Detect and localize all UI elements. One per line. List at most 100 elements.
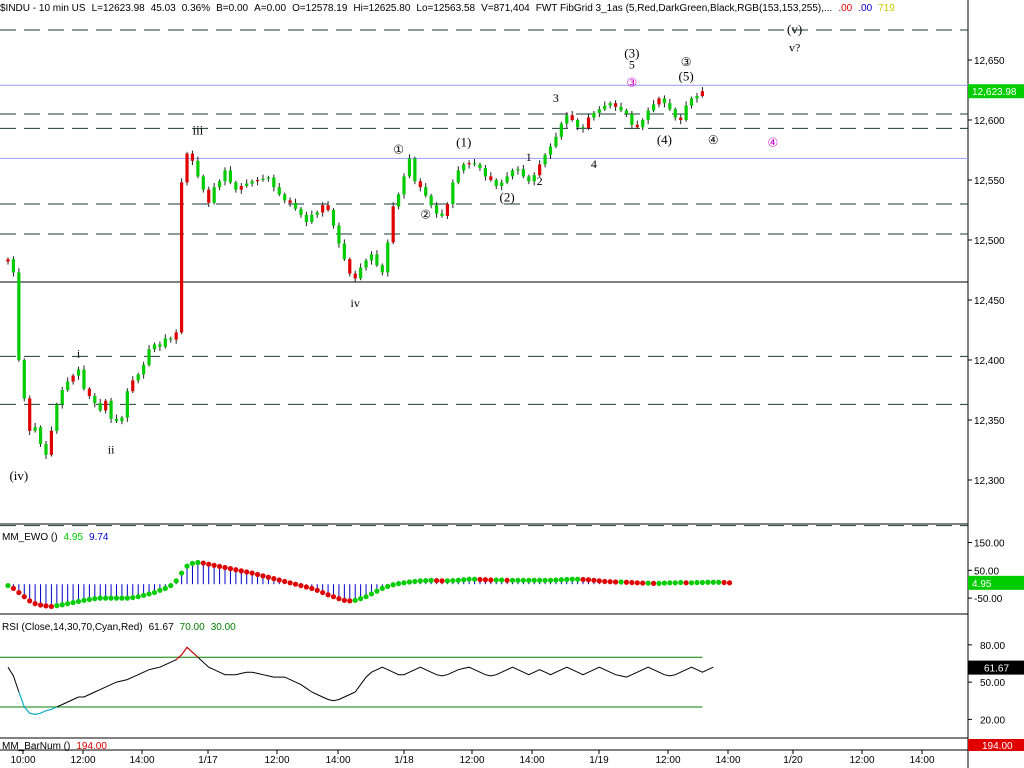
study-val-red: .00	[838, 3, 853, 14]
ewo-dot	[417, 578, 423, 584]
candle-body	[288, 200, 292, 203]
candle-body	[6, 259, 10, 262]
ewo-dot	[726, 580, 733, 586]
candle-body	[402, 176, 406, 195]
low-value: Lo=12563.58	[416, 3, 476, 14]
ewo-dot	[564, 576, 570, 583]
ewo-dot	[499, 577, 505, 583]
rsi-value: 61.67	[148, 622, 174, 633]
open-value: O=12578.19	[292, 3, 348, 14]
ewo-dot	[585, 577, 592, 583]
ewo-dot	[341, 597, 347, 603]
ewo-dot	[32, 601, 38, 607]
rsi-oversold-line	[18, 691, 58, 715]
candle-body	[98, 403, 102, 411]
rsi-badge-label: 61.67	[984, 664, 1009, 675]
candle-body	[597, 109, 601, 113]
ewo-dot	[531, 577, 537, 583]
ewo-dot	[244, 569, 250, 575]
ewo-dot	[325, 592, 331, 598]
rsi-upper-band: 70.00	[179, 622, 205, 633]
ewo-dot	[385, 583, 391, 590]
ewo-dot	[27, 598, 33, 604]
ewo-dot	[352, 597, 358, 603]
ewo-dot	[455, 577, 461, 583]
time-label: 12:00	[264, 755, 289, 766]
rsi-overbought-line	[175, 646, 199, 661]
ewo-title: MM_EWO () 4.95 9.74	[2, 532, 114, 544]
candle-body	[342, 243, 346, 260]
candle-body	[17, 272, 21, 360]
ewo-dot	[86, 596, 92, 603]
candle-body	[462, 164, 466, 171]
ewo-dot	[200, 560, 206, 566]
ewo-dot	[661, 580, 668, 586]
ewo-dot	[471, 576, 478, 582]
candle-body	[668, 103, 672, 110]
ewo-dot	[439, 578, 445, 584]
wave-label: 3	[553, 91, 559, 105]
last-price-label: 12,623.98	[972, 87, 1017, 98]
ewo-dot	[320, 589, 326, 596]
ewo-dot	[282, 578, 288, 585]
barnum-name: MM_BarNum ()	[2, 741, 71, 752]
ewo-dot	[368, 591, 375, 597]
ewo-dot	[450, 577, 456, 584]
candle-body	[142, 364, 146, 375]
candle-body	[554, 136, 558, 147]
candle-body	[283, 194, 287, 201]
candle-body	[255, 180, 260, 182]
ewo-dot	[37, 602, 44, 608]
candle-body	[380, 265, 384, 273]
time-label: 1/17	[198, 755, 218, 766]
study-val-blue: .00	[858, 3, 873, 14]
candle-body	[169, 338, 173, 340]
ewo-dot	[618, 579, 624, 585]
wave-label: ③	[681, 55, 692, 69]
ewo-dot	[10, 585, 17, 591]
candle-body	[510, 170, 515, 177]
ewo-dot	[607, 579, 613, 585]
ewo-dot	[591, 577, 597, 583]
candle-body	[66, 381, 70, 390]
ewo-dot	[699, 579, 706, 586]
last-price: L=12623.98	[91, 3, 145, 14]
candle-body	[174, 332, 178, 340]
wave-label: (4)	[657, 132, 672, 147]
wave-label: ①	[393, 143, 404, 157]
candle-body	[87, 388, 91, 396]
pct-change: 0.36%	[181, 3, 211, 14]
candle-body	[505, 176, 509, 183]
ewo-dot	[314, 587, 320, 593]
price-tick-label: 12,450	[974, 296, 1005, 307]
candle-body	[413, 158, 417, 182]
ewo-dot	[43, 603, 49, 609]
candle-body	[49, 430, 53, 455]
net-change: 45.03	[150, 3, 176, 14]
ewo-dot	[238, 568, 244, 574]
candle-body	[500, 182, 504, 186]
ewo-dot	[596, 578, 602, 584]
ewo-dot	[130, 594, 136, 601]
wave-label: iv	[351, 296, 360, 310]
ewo-dot	[227, 566, 234, 572]
candle-body	[245, 183, 249, 186]
ewo-dot	[406, 579, 413, 585]
ewo-dot	[330, 594, 337, 600]
time-label: 12:00	[849, 755, 874, 766]
candle-body	[608, 103, 612, 106]
candle-body	[60, 390, 64, 405]
ewo-dot	[292, 581, 299, 587]
time-label: 14:00	[909, 755, 934, 766]
ewo-dot	[249, 570, 255, 576]
candle-body	[397, 194, 401, 207]
ewo-dot	[428, 577, 434, 583]
wave-label: ③	[626, 75, 637, 89]
candle-body	[440, 213, 444, 216]
ewo-dot	[70, 599, 76, 606]
candle-body	[679, 117, 683, 120]
candle-body	[93, 396, 97, 404]
candle-body	[641, 120, 645, 128]
ewo-dot	[157, 587, 163, 593]
candle-body	[272, 177, 276, 188]
